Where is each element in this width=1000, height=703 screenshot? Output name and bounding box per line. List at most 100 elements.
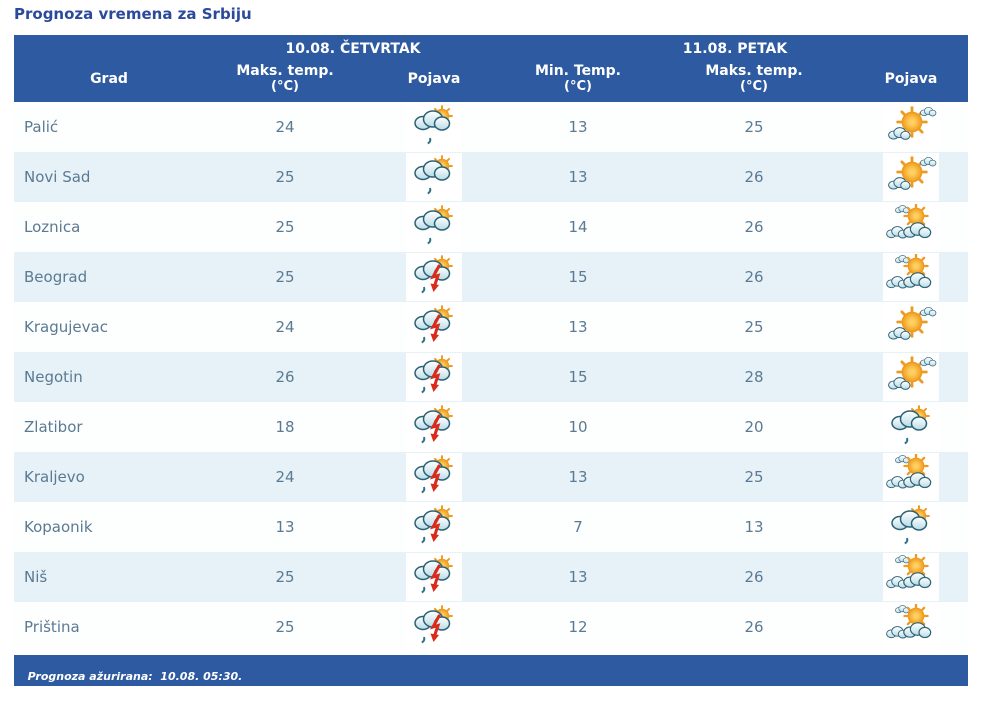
day2-max-temp-cell: 28 [744,368,764,386]
day1-max-temp-cell: 24 [275,468,295,486]
city-cell: Kopaonik [24,518,93,536]
column-header-day2-max-label: Maks. temp. [705,63,803,79]
day2-weather-cell [854,102,968,152]
cloud-sun-light-rain-icon [883,403,939,451]
day1-weather-cell [366,352,502,402]
clouds-with-sun-icon [883,253,939,301]
day2-min-temp-cell: 13 [568,168,588,186]
day2-weather-cell [854,552,968,602]
cloud-sun-thunder-rain-icon [406,303,462,351]
day2-max-temp-cell: 26 [744,218,764,236]
day1-max-temp-cell: 25 [275,268,295,286]
city-cell: Zlatibor [24,418,83,436]
day2-max-temp-cell: 26 [744,618,764,636]
day2-min-temp-cell: 15 [568,368,588,386]
forecast-table-header: 10.08. ČETVRTAK 11.08. PETAK Grad Maks. … [14,35,969,102]
table-row: Palić 24 13 25 [14,102,969,152]
day1-max-temp-cell: 18 [275,418,295,436]
day2-max-temp-cell: 26 [744,568,764,586]
day2-weather-cell [854,152,968,202]
day1-max-temp-cell: 25 [275,168,295,186]
day2-weather-cell [854,352,968,402]
cloud-sun-light-rain-icon [406,153,462,201]
column-header-day1-pojava: Pojava [366,59,502,102]
city-cell: Loznica [24,218,81,236]
sun-with-clouds-icon [883,153,939,201]
column-header-day2-min-label: Min. Temp. [534,63,621,79]
day1-max-temp-cell: 24 [275,118,295,136]
day1-weather-cell [366,602,502,652]
cloud-sun-thunder-rain-icon [406,253,462,301]
day1-weather-cell [366,302,502,352]
cloud-sun-thunder-rain-icon [406,403,462,451]
city-cell: Kragujevac [24,318,108,336]
day1-weather-cell [366,552,502,602]
city-cell: Priština [24,618,80,636]
day1-max-temp-cell: 25 [275,618,295,636]
day1-date-header: 10.08. ČETVRTAK [204,35,502,59]
day2-min-temp-cell: 12 [568,618,588,636]
header-spacer [14,35,204,59]
day2-min-temp-cell: 13 [568,468,588,486]
table-row: Beograd 25 15 26 [14,252,969,302]
clouds-with-sun-icon [883,203,939,251]
column-header-day2-min-unit: (°C) [564,79,592,94]
day1-max-temp-cell: 25 [275,568,295,586]
cloud-sun-light-rain-icon [406,103,462,151]
city-cell: Palić [24,118,59,136]
day1-weather-cell [366,102,502,152]
cloud-sun-thunder-rain-icon [406,353,462,401]
day2-min-temp-cell: 13 [568,568,588,586]
day1-weather-cell [366,502,502,552]
city-cell: Niš [24,568,48,586]
day2-weather-cell [854,252,968,302]
city-cell: Negotin [24,368,83,386]
table-row: Kraljevo 24 13 25 [14,452,969,502]
day2-min-temp-cell: 15 [568,268,588,286]
cloud-sun-light-rain-icon [883,503,939,551]
column-header-day2-max: Maks. temp. (°C) [654,59,854,102]
day2-max-temp-cell: 26 [744,268,764,286]
page-title: Prognoza vremena za Srbiju [14,5,252,23]
column-header-day2-pojava: Pojava [854,59,969,102]
day1-max-temp-cell: 13 [275,518,295,536]
day1-max-temp-cell: 25 [275,218,295,236]
day1-weather-cell [366,402,502,452]
day2-weather-cell [854,402,968,452]
city-cell: Beograd [24,268,88,286]
day2-weather-cell [854,602,968,652]
day2-max-temp-cell: 20 [744,418,764,436]
sun-with-clouds-icon [883,353,939,401]
day2-max-temp-cell: 25 [744,118,764,136]
city-cell: Novi Sad [24,168,91,186]
table-row: Zlatibor 18 10 20 [14,402,969,452]
table-row: Novi Sad 25 13 26 [14,152,969,202]
day2-max-temp-cell: 26 [744,168,764,186]
table-row: Priština 25 12 26 [14,602,969,652]
day2-min-temp-cell: 14 [568,218,588,236]
day2-min-temp-cell: 7 [573,518,583,536]
day2-max-temp-cell: 13 [744,518,764,536]
forecast-table: 10.08. ČETVRTAK 11.08. PETAK Grad Maks. … [14,35,969,652]
table-row: Loznica 25 14 26 [14,202,969,252]
cloud-sun-thunder-rain-icon [406,603,462,651]
cloud-sun-thunder-rain-icon [406,503,462,551]
column-header-day2-max-unit: (°C) [740,79,768,94]
day2-weather-cell [854,452,968,502]
column-header-day1-max: Maks. temp. (°C) [204,59,366,102]
sun-with-clouds-icon [883,303,939,351]
table-row: Kopaonik 13 7 13 [14,502,969,552]
table-row: Kragujevac 24 13 25 [14,302,969,352]
cloud-sun-thunder-rain-icon [406,453,462,501]
day2-min-temp-cell: 13 [568,118,588,136]
column-header-day1-max-label: Maks. temp. [236,63,334,79]
column-header-day1-max-unit: (°C) [271,79,299,94]
day1-weather-cell [366,152,502,202]
day2-date-header: 11.08. PETAK [502,35,969,59]
update-label: Prognoza ažurirana: 10.08. 05:30. [27,670,243,683]
update-bar: Prognoza ažurirana: 10.08. 05:30. [14,655,968,686]
day2-weather-cell [854,502,968,552]
forecast-table-body: Palić 24 13 25 Novi Sad 25 13 26 Loznica… [14,102,969,652]
column-header-city: Grad [14,59,204,102]
day1-weather-cell [366,202,502,252]
